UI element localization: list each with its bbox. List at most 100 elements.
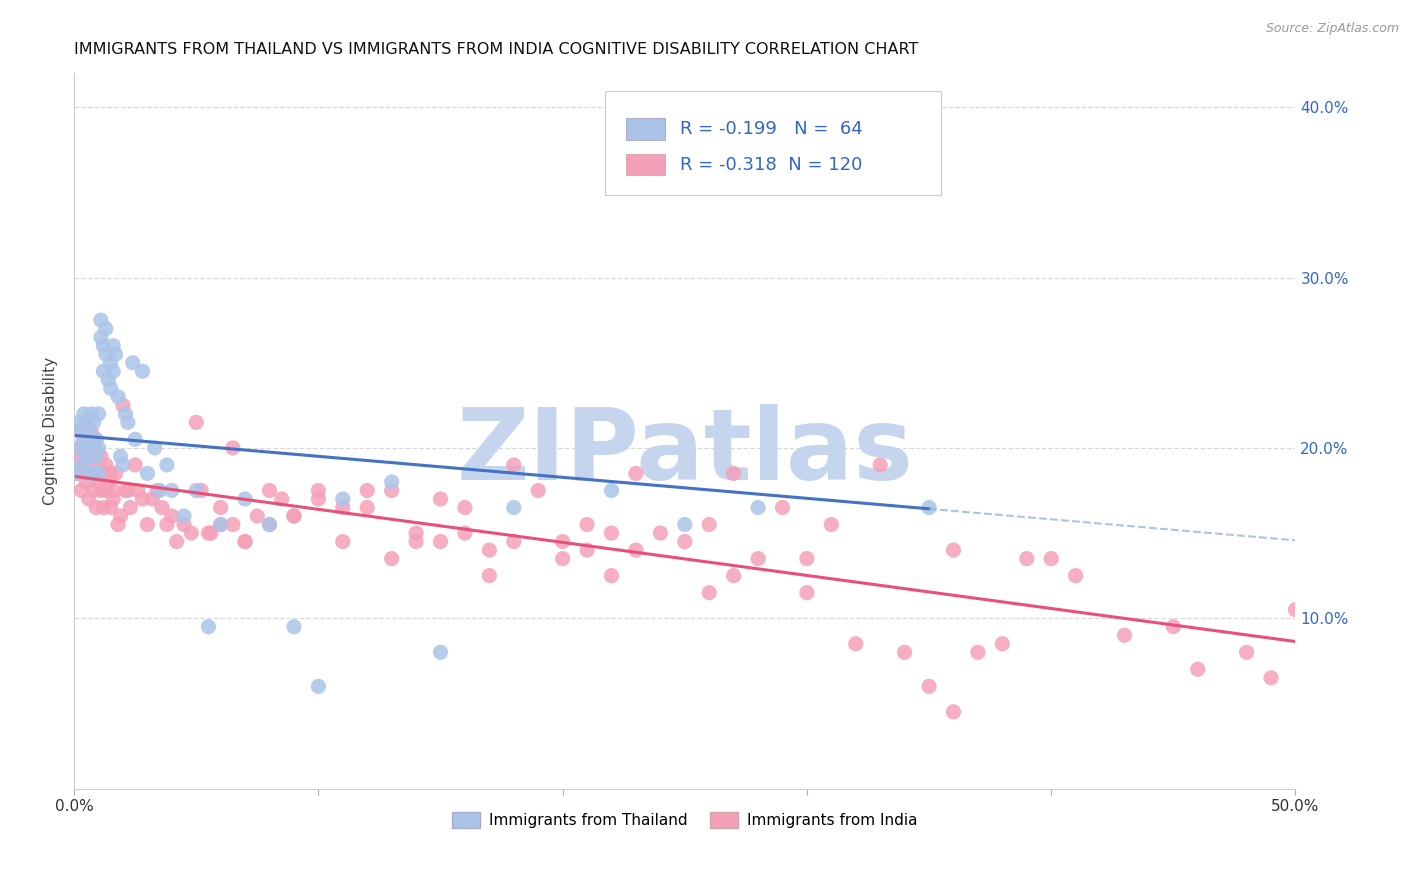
Point (114, 407, 136, 421)
Point (246, 509, 269, 524)
Point (100, 381, 122, 395)
Point (101, 339, 124, 353)
Point (747, 500, 769, 515)
Text: R = -0.318  N = 120: R = -0.318 N = 120 (681, 156, 862, 174)
Point (173, 509, 195, 524)
Point (332, 534, 354, 549)
Point (73, 433, 96, 447)
Point (160, 483, 183, 498)
Point (75, 415, 97, 429)
Text: ZIPatlas: ZIPatlas (457, 404, 914, 500)
Point (209, 517, 232, 532)
Point (200, 526, 222, 541)
Point (117, 483, 139, 498)
Point (259, 483, 281, 498)
Point (70, 441, 93, 455)
Point (83, 441, 105, 455)
Y-axis label: Cognitive Disability: Cognitive Disability (44, 357, 58, 505)
Point (356, 483, 378, 498)
Point (918, 500, 941, 515)
Point (80, 450, 103, 464)
Point (117, 415, 139, 429)
Point (197, 526, 219, 541)
Point (697, 585, 720, 599)
FancyBboxPatch shape (626, 119, 665, 140)
Point (600, 483, 623, 498)
Point (551, 534, 574, 549)
Point (70, 424, 93, 438)
Point (150, 500, 173, 515)
Point (101, 491, 124, 506)
Point (131, 491, 153, 506)
Point (67, 450, 90, 464)
Point (429, 491, 451, 506)
Point (697, 517, 720, 532)
Point (120, 500, 142, 515)
Point (90, 483, 112, 498)
Point (502, 500, 524, 515)
Point (600, 568, 623, 582)
Point (93, 467, 115, 481)
Point (600, 526, 623, 541)
Point (624, 543, 647, 558)
Point (100, 356, 122, 370)
Point (918, 679, 941, 693)
Point (80, 424, 103, 438)
Point (478, 543, 501, 558)
Point (93, 364, 115, 378)
Point (233, 534, 256, 549)
Point (820, 134, 842, 148)
Point (90, 330, 112, 344)
Point (94, 458, 117, 472)
Point (90, 313, 112, 327)
Point (942, 705, 965, 719)
Point (83, 483, 105, 498)
Point (73, 433, 96, 447)
Point (75, 475, 97, 489)
Point (67, 415, 90, 429)
Point (104, 467, 127, 481)
Point (75, 450, 97, 464)
Point (673, 534, 696, 549)
Point (1236, 645, 1258, 659)
Point (70, 483, 93, 498)
Point (796, 551, 818, 566)
Point (160, 509, 183, 524)
Point (107, 517, 129, 532)
Point (209, 500, 232, 515)
Point (80, 467, 103, 481)
Text: Source: ZipAtlas.com: Source: ZipAtlas.com (1265, 22, 1399, 36)
Point (356, 500, 378, 515)
Point (991, 637, 1014, 651)
Point (127, 483, 149, 498)
Point (111, 458, 134, 472)
Point (77, 491, 100, 506)
Point (650, 526, 672, 541)
Point (502, 458, 524, 472)
Point (70, 458, 93, 472)
Point (1114, 628, 1136, 642)
Point (747, 551, 769, 566)
Point (97, 475, 120, 489)
Point (869, 458, 891, 472)
Point (624, 467, 647, 481)
Point (90, 450, 112, 464)
Point (283, 509, 305, 524)
Point (454, 500, 477, 515)
Point (75, 415, 97, 429)
Point (83, 415, 105, 429)
Point (146, 483, 169, 498)
Point (77, 450, 100, 464)
Point (67, 441, 90, 455)
Point (67, 424, 90, 438)
Point (405, 526, 427, 541)
Point (173, 517, 195, 532)
Point (83, 467, 105, 481)
Point (124, 433, 146, 447)
Point (429, 645, 451, 659)
Point (131, 364, 153, 378)
Point (1187, 662, 1209, 676)
Point (94, 321, 117, 335)
Point (101, 364, 124, 378)
Point (65, 467, 87, 481)
